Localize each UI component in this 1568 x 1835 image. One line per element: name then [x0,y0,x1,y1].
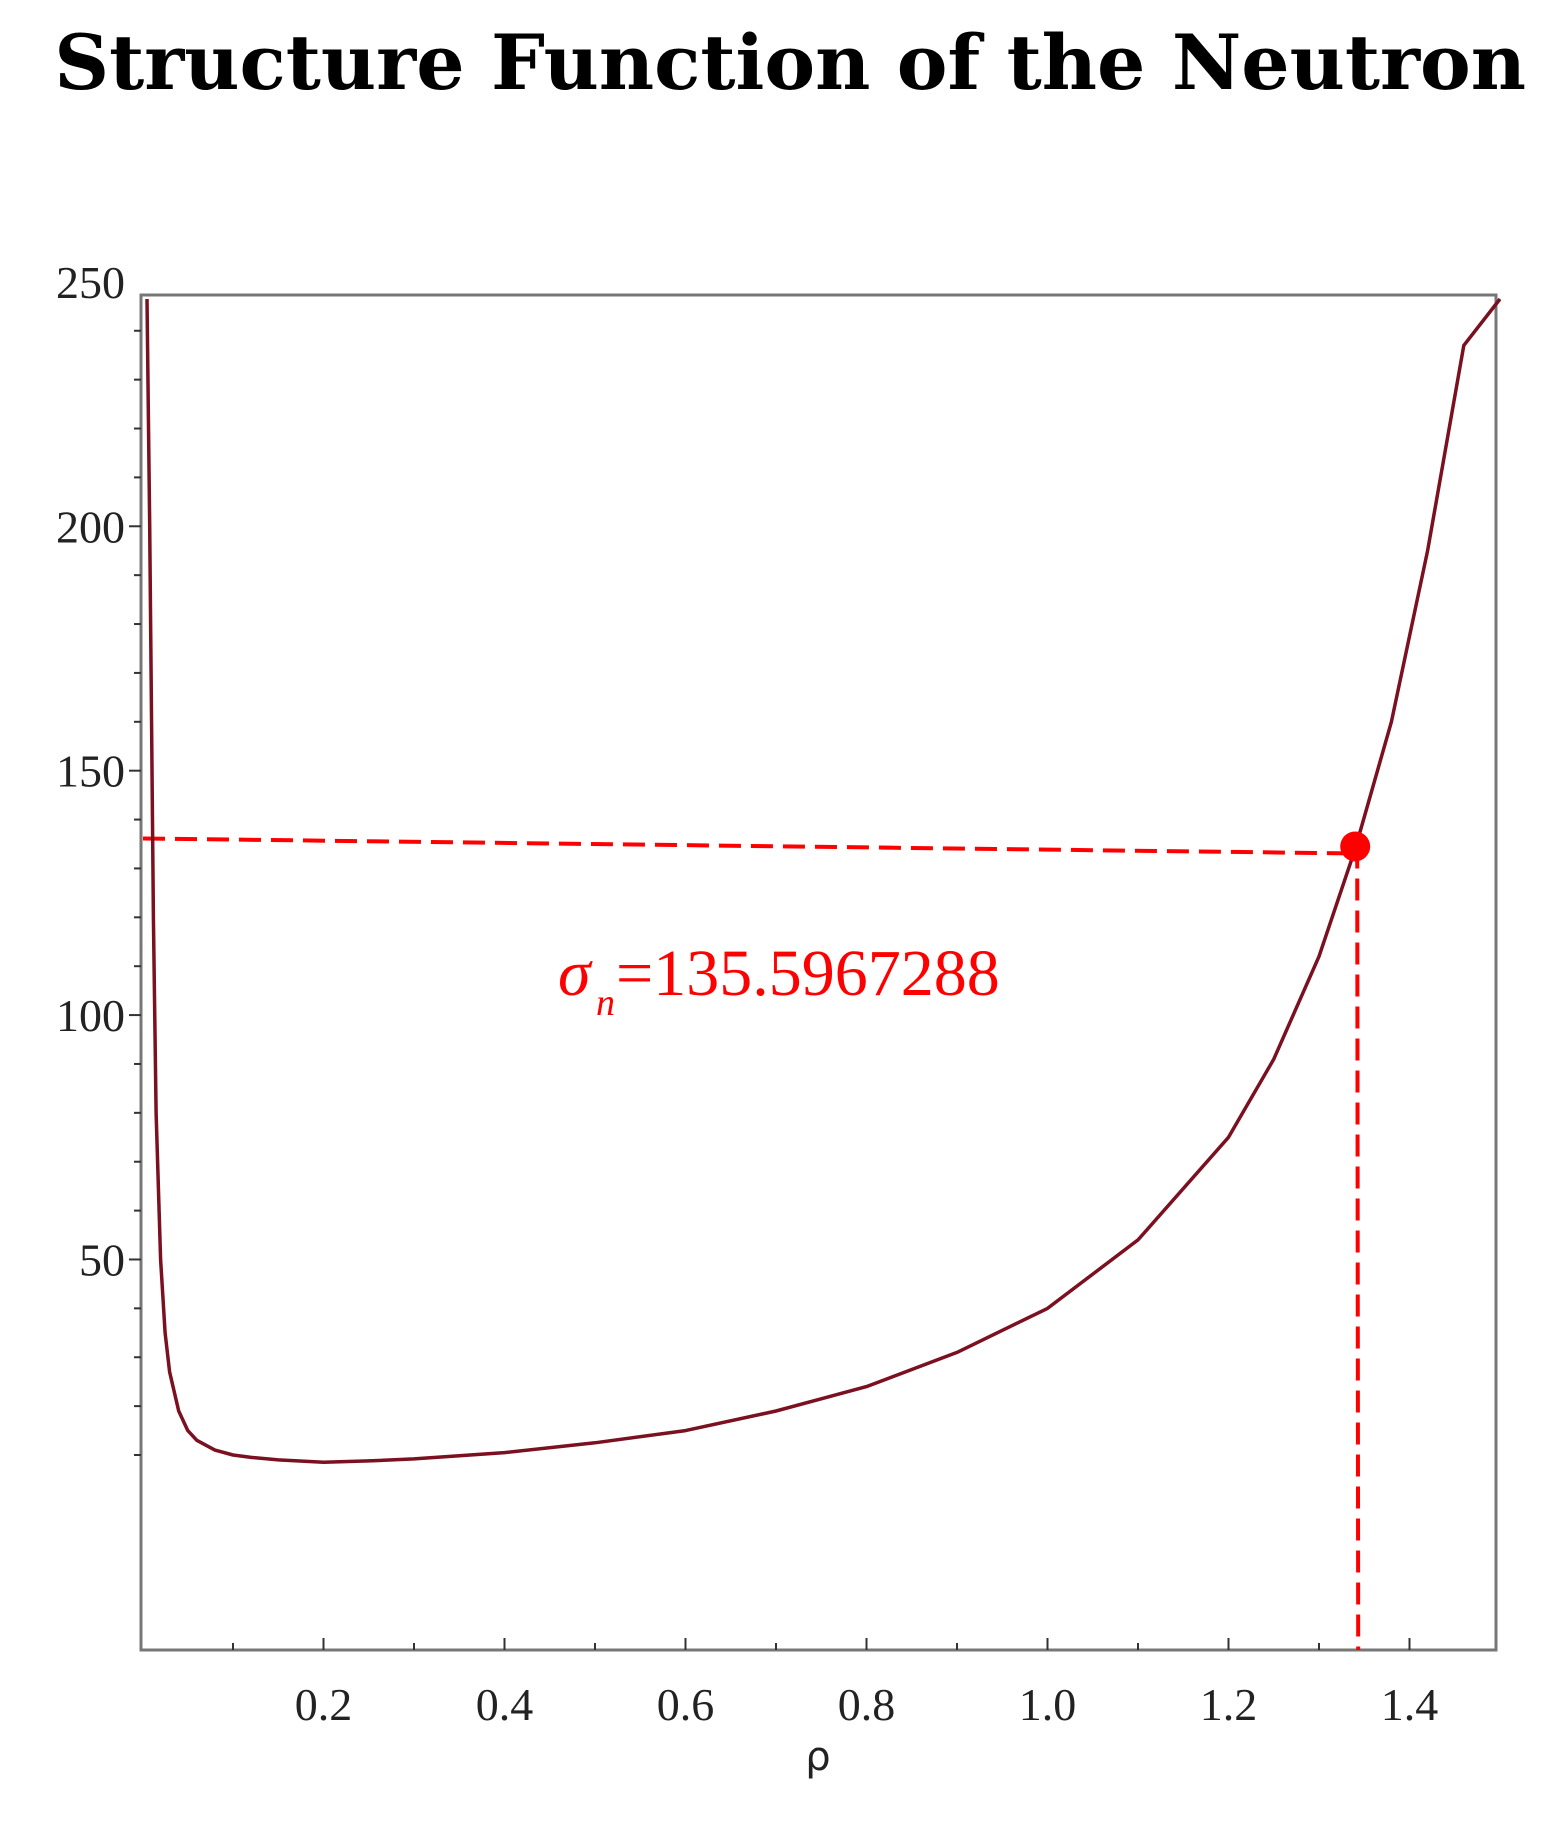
x-tick-label: 0.6 [657,1679,715,1730]
annotation-value: =135.5967288 [616,937,1000,1010]
x-axis-label: ρ [805,1734,830,1780]
y-tick-label: 200 [56,501,125,552]
y-tick-label: 50 [79,1234,125,1285]
axis-ticks: 0.2 0.4 0.6 0.8 1.0 1.2 1.4 50 100 150 200 250 [56,257,1438,1730]
annotation-subscript: n [596,982,615,1024]
y-tick-label: 150 [56,746,125,797]
plot-frame [139,293,1498,1652]
chart-title: Structure Function of the Neutron [54,18,1526,107]
x-tick-label: 1.4 [1381,1679,1439,1730]
series-line [145,297,1502,1465]
highlight-point [1340,831,1371,862]
x-tick-label: 0.2 [295,1679,353,1730]
reference-lines [142,836,1361,1651]
x-tick-label: 1.2 [1200,1679,1258,1730]
horizontal-reference-line [142,836,1356,856]
vertical-reference-line [1355,846,1361,1651]
y-tick-label: 100 [56,990,125,1041]
series-layer [145,297,1502,1465]
x-tick-label: 1.0 [1019,1679,1077,1730]
x-tick-label: 0.8 [838,1679,896,1730]
x-tick-label: 0.4 [476,1679,534,1730]
y-tick-label: 250 [56,257,125,308]
annotation-symbol: σ [558,937,593,1010]
